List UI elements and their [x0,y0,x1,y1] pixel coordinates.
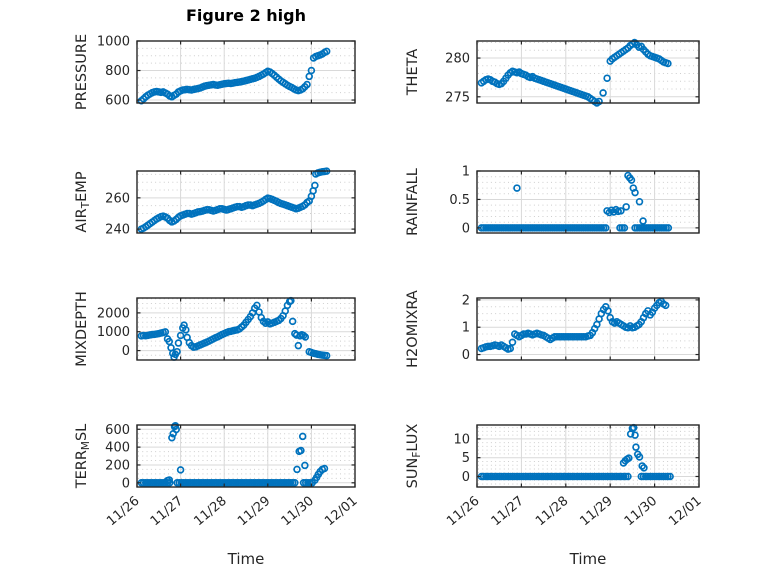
y-tick-label: 0 [122,476,130,491]
y-axis-label-SUN_FLUX: SUNFLUX [405,424,423,489]
x-tick-label: 12/01 [666,494,704,530]
axes-box [476,40,700,104]
y-tick-label: 260 [105,191,130,206]
y-tick-label: 400 [105,441,130,456]
y-tick-label: 275 [445,90,470,105]
x-tick-label: 11/27 [489,494,527,530]
axes-box [476,297,700,361]
tick-marks [136,40,356,103]
y-tick-label: 1 [462,165,470,180]
y-tick-label: 2 [462,293,470,308]
major-grid [476,298,700,360]
x-tick-label: 11/30 [279,494,317,530]
subplot-AIR_TEMP: 240 260 AIRTEMP [74,167,356,238]
y-tick-label: 1000 [97,325,130,340]
y-tick-label: 200 [105,458,130,473]
subplot-TERR_MSL: 0 200 400 600 11/26 11/27 11/28 11/29 11/30 12/01… [74,421,361,530]
data-series-H2OMIXRA [477,297,670,353]
tick-marks [476,425,700,487]
subplot-SUN_FLUX: 0 5 10 11/26 11/27 11/28 11/29 11/30 12/01 SUNFLU… [405,424,705,530]
y-tick-label: 240 [105,223,130,238]
y-tick-label: 1000 [97,35,130,50]
subplot-PRESSURE: 600 800 1000 PRESSURE [74,34,356,110]
y-tick-label: 0 [462,470,470,485]
data-series-TERR_MSL [137,421,329,487]
data-series-AIR_TEMP [137,167,331,233]
minor-grid [138,433,354,479]
y-tick-label: 5 [462,451,470,466]
x-tick-label: 11/29 [577,494,615,530]
data-series-RAINFALL [477,171,673,232]
x-tick-label: 11/30 [622,494,660,530]
y-axis-label-TERR_MSL: TERRMSL [74,424,92,490]
y-tick-label: 2000 [97,306,130,321]
y-tick-label: 0.5 [449,193,470,208]
subplot-MIXDEPTH: 0 1000 2000 MIXDEPTH [74,291,356,367]
y-axis-label-MIXDEPTH: MIXDEPTH [74,291,90,367]
figure-title: Figure 2 high [186,6,306,25]
x-tick-label: 11/27 [148,494,186,530]
y-tick-label: 10 [453,432,470,447]
tick-marks [476,170,700,233]
y-axis-label-PRESSURE: PRESSURE [74,34,90,110]
y-tick-label: 280 [445,52,470,67]
data-series-SUN_FLUX [477,423,674,481]
y-tick-label: 0 [462,221,470,236]
y-tick-label: 800 [105,64,130,79]
tick-marks [136,171,356,233]
axes-box [476,424,700,488]
y-tick-label: 0 [462,348,470,363]
axes-box [136,170,356,234]
y-tick-label: 600 [105,94,130,109]
x-tick-label: 11/28 [191,494,229,530]
subplot-THETA: 275 280 THETA [405,38,700,107]
tick-marks [136,298,356,360]
subplot-RAINFALL: 0 0.5 1 RAINFALL [405,165,700,236]
x-tick-label: 11/28 [533,494,571,530]
axes-box [476,170,700,234]
axes-box [136,424,356,488]
data-series-THETA [477,38,672,107]
tick-marks [136,425,356,487]
x-tick-label: 11/26 [104,494,142,530]
tick-marks [476,298,700,360]
y-axis-label-H2OMIXRA: H2OMIXRA [405,290,421,368]
x-axis-label-right: Time [569,550,607,568]
y-tick-label: 1 [462,321,470,336]
axes-box [136,297,356,361]
y-tick-label: 600 [105,423,130,438]
data-series-PRESSURE [137,47,331,105]
x-tick-label: 11/26 [444,494,482,530]
subplot-H2OMIXRA: 0 1 2 H2OMIXRA [405,290,700,368]
y-axis-label-THETA: THETA [405,49,421,97]
axes-box [136,40,356,104]
y-tick-label: 0 [122,344,130,359]
x-tick-label: 11/29 [235,494,273,530]
major-grid [476,170,700,233]
y-axis-label-AIR_TEMP: AIRTEMP [74,171,92,232]
tick-marks [476,41,700,103]
x-axis-label-left: Time [227,550,265,568]
x-tick-label: 12/01 [322,494,360,530]
y-axis-label-RAINFALL: RAINFALL [405,168,421,236]
